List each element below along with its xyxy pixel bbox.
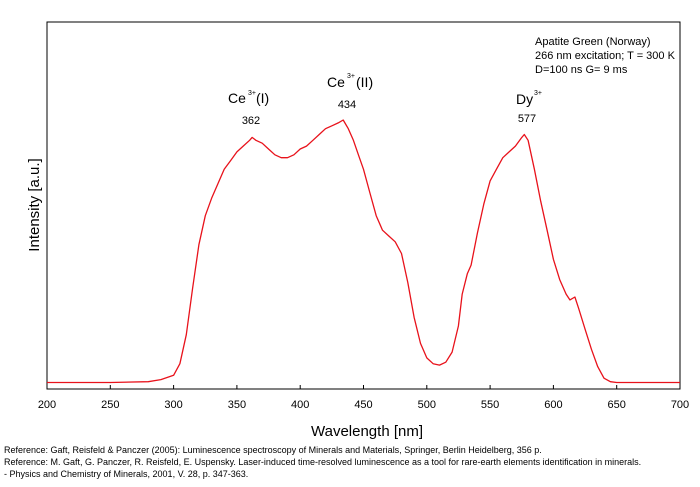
x-tick-label: 700 [671, 399, 689, 411]
peak-wavelength-362: 362 [242, 115, 260, 127]
reference-line-2: Reference: M. Gaft, G. Panczer, R. Reisf… [4, 457, 642, 467]
x-tick-label: 650 [608, 399, 626, 411]
reference-line-1: Reference: Gaft, Reisfeld & Panczer (200… [4, 445, 542, 455]
peak-wavelength-577: 577 [518, 113, 536, 125]
peak-wavelength-434: 434 [338, 99, 356, 111]
peak-charge-ce-ii: 3+ [347, 73, 355, 80]
peak-annotation-dy: Dy 3+ 577 [516, 90, 542, 125]
peak-ion-dy: Dy [516, 91, 533, 107]
x-tick-label: 550 [481, 399, 499, 411]
y-axis-title: Intensity [a.u.] [26, 158, 43, 251]
info-line-2: 266 nm excitation; T = 300 K [535, 50, 676, 62]
reference-line-3: - Physics and Chemistry of Minerals, 200… [4, 469, 249, 479]
x-tick-label: 250 [101, 399, 119, 411]
x-tick-label: 300 [164, 399, 182, 411]
chart: 200 250 300 350 400 450 500 550 600 650 700 Apatit… [26, 21, 689, 440]
references: Reference: Gaft, Reisfeld & Panczer (200… [4, 444, 696, 480]
peak-site-ce-i: (I) [256, 90, 269, 106]
x-tick-label: 500 [418, 399, 436, 411]
peak-annotation-ce-ii: Ce 3+ (II) 434 [327, 73, 373, 111]
spectrum-line [47, 119, 680, 384]
x-axis-title: Wavelength [nm] [311, 423, 423, 440]
info-line-1: Apatite Green (Norway) [535, 36, 651, 48]
x-tick-label: 350 [228, 399, 246, 411]
x-tick-label: 200 [38, 399, 56, 411]
peak-ion-ce-ii: Ce [327, 74, 345, 90]
peak-annotation-ce-i: Ce 3+ (I) 362 [228, 90, 269, 127]
peak-charge-dy: 3+ [534, 90, 542, 97]
peak-ion-ce-i: Ce [228, 90, 246, 106]
x-tick-label: 450 [354, 399, 372, 411]
x-tick-label: 600 [544, 399, 562, 411]
info-line-3: D=100 ns G= 9 ms [535, 64, 628, 76]
info-box: Apatite Green (Norway) 266 nm excitation… [535, 36, 676, 76]
x-axis-ticks: 200 250 300 350 400 450 500 550 600 650 700 [38, 385, 689, 411]
peak-site-ce-ii: (II) [356, 74, 373, 90]
x-tick-label: 400 [291, 399, 309, 411]
peak-charge-ce-i: 3+ [248, 90, 256, 97]
